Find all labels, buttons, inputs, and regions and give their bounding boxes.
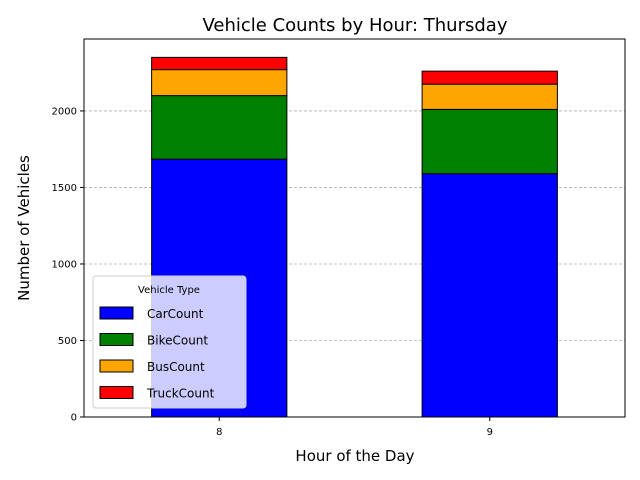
y-tick-label: 0 [71, 413, 77, 424]
bar-truckcount-8 [151, 56, 288, 71]
legend: Vehicle Type CarCount BikeCount BusCount Tr… [92, 275, 247, 409]
bar-bikecount-8 [151, 95, 288, 160]
plot-frame [83, 38, 626, 418]
y-tick-label: 2000 [52, 106, 77, 117]
x-tick-label: 9 [487, 427, 493, 438]
bar-buscount-8 [151, 69, 288, 97]
y-tick-label: 1000 [52, 259, 77, 270]
bar-carcount-9 [421, 173, 558, 418]
y-axis-ticks: 0 500 1000 1500 2000 [52, 106, 84, 424]
y-axis-label: Number of Vehicles [15, 155, 33, 301]
y-tick-label: 500 [58, 336, 77, 347]
bar-bikecount-9 [421, 108, 558, 175]
legend-items: CarCount BikeCount BusCount TruckCount [99, 306, 215, 401]
bar-buscount-9 [421, 83, 558, 110]
legend-title: Vehicle Type [138, 285, 200, 296]
legend-swatch-buscount [99, 359, 134, 373]
legend-label-carcount: CarCount [147, 307, 204, 321]
x-tick-label: 8 [216, 427, 222, 438]
legend-label-bikecount: BikeCount [147, 334, 208, 348]
chart-title: Vehicle Counts by Hour: Thursday [203, 15, 508, 36]
bar-truckcount-9 [421, 70, 558, 85]
x-axis-label: Hour of the Day [295, 447, 414, 465]
legend-label-buscount: BusCount [147, 360, 205, 374]
legend-label-truckcount: TruckCount [146, 387, 215, 401]
legend-swatch-bikecount [99, 333, 134, 346]
legend-swatch-truckcount [99, 386, 134, 399]
legend-swatch-carcount [99, 306, 134, 320]
y-tick-label: 1500 [52, 183, 77, 194]
